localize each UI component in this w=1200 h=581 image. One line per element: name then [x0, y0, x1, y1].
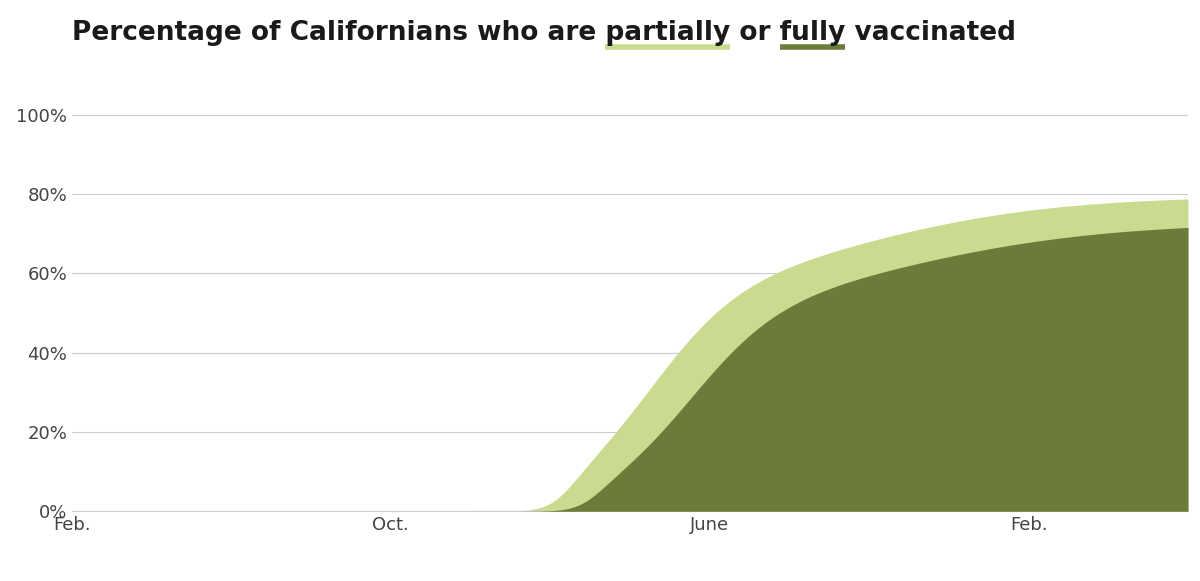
Text: Percentage of Californians who are partially or fully vaccinated: Percentage of Californians who are parti…	[72, 20, 1016, 46]
